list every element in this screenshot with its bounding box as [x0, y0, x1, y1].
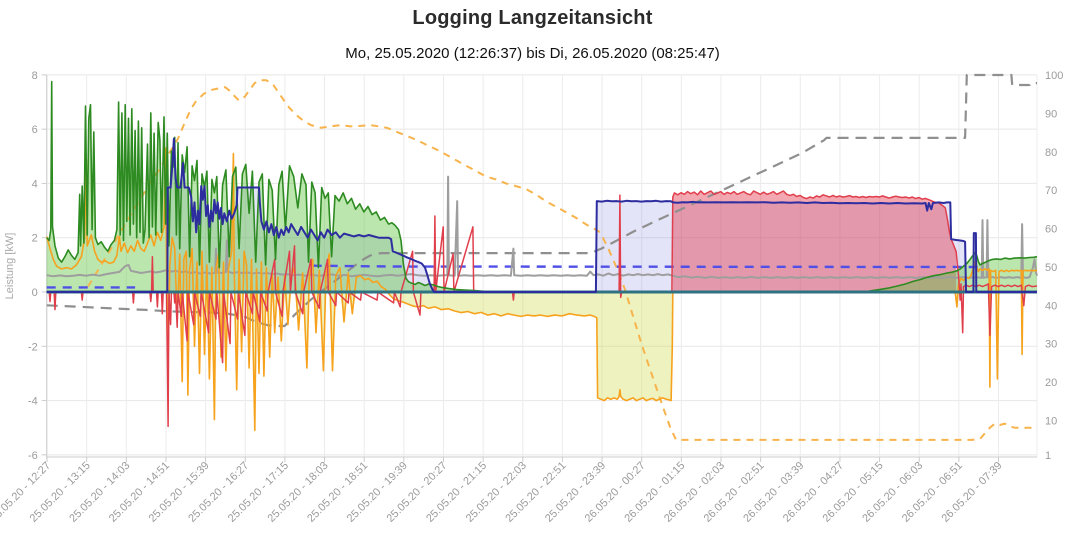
series-pv-power-green-fill [46, 81, 1037, 292]
y-right-tick-label: 20 [1045, 377, 1057, 389]
y-left-tick-label: -4 [28, 396, 38, 408]
y-left-tick-label: 0 [32, 287, 38, 299]
y-right-tick-label: 30 [1045, 339, 1057, 351]
y-left-tick-label: 2 [32, 233, 38, 245]
y-left-tick-label: -6 [28, 450, 38, 462]
y-right-tick-label: 40 [1045, 300, 1057, 312]
y-right-tick-label: 10 [1045, 415, 1057, 427]
y-right-tick-label: 1 [1045, 450, 1051, 462]
y-left-tick-label: -2 [28, 341, 38, 353]
series-pv-forecast-dashed-orange-line [87, 79, 1038, 441]
y-right-tick-label: 80 [1045, 147, 1057, 159]
chart-subtitle: Mo, 25.05.2020 (12:26:37) bis Di, 26.05.… [345, 45, 720, 62]
y-right-tick-label: 50 [1045, 262, 1057, 274]
y-axis-title: Leistung [kW] [4, 233, 16, 300]
series-threshold-dashed-blue-line [46, 264, 979, 289]
y-right-tick-label: 60 [1045, 224, 1057, 236]
series-heating-red-fill [672, 191, 957, 292]
y-left-tick-label: 8 [32, 70, 38, 82]
y-right-tick-label: 70 [1045, 185, 1057, 197]
y-right-tick-label: 90 [1045, 108, 1057, 120]
page-title: Logging Langzeitansicht [412, 7, 653, 29]
y-right-tick-label: 100 [1045, 70, 1063, 82]
y-left-tick-label: 4 [32, 178, 38, 190]
series-pv-power-green-line [46, 80, 1038, 293]
series-battery-soc-dashed-gray-line [46, 73, 1037, 328]
series-battery-step-blue-line [46, 137, 1037, 293]
y-left-tick-label: 6 [32, 124, 38, 136]
